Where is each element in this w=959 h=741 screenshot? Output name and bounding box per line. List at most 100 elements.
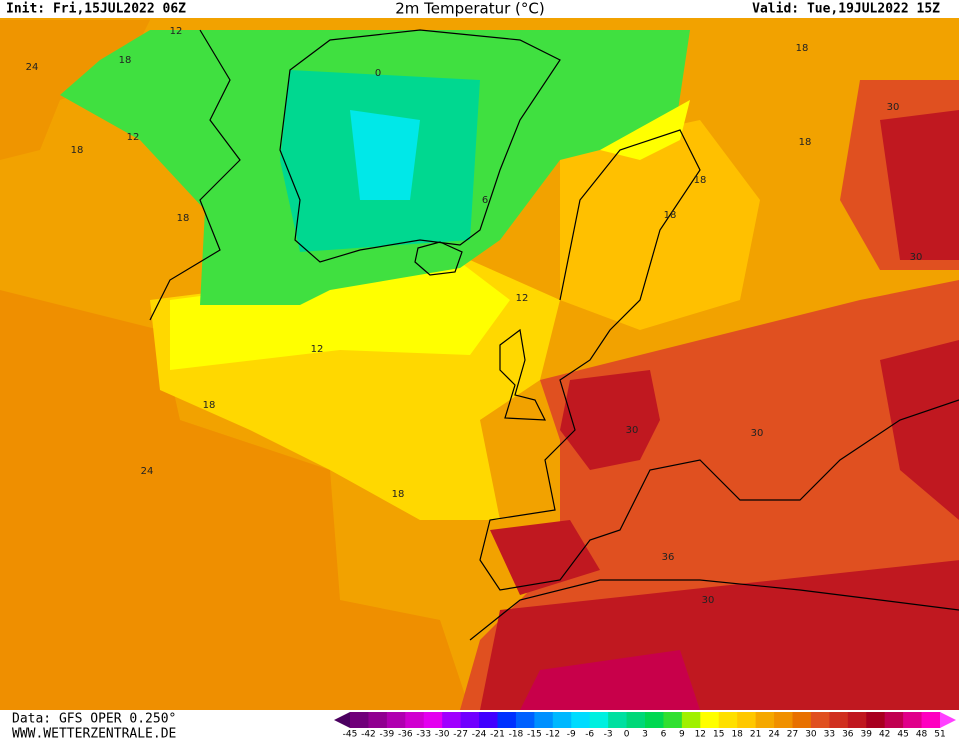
contour-label: 30 [887,102,900,113]
contour-label: 12 [127,132,140,143]
legend-swatch [792,712,812,728]
field-warm [0,290,470,710]
legend-label: -24 [472,730,487,740]
legend-swatch [700,712,720,728]
legend-label: -15 [527,730,542,740]
legend-swatch [552,712,572,728]
legend-swatch [626,712,646,728]
legend-label: 48 [916,730,928,740]
contour-labels: 12 24 18 18 12 18 0 6 18 18 30 18 18 30 12 12 18 24 18 30 30… [26,26,923,606]
data-source: Data: GFS OPER 0.250° [12,712,176,727]
legend-label: -18 [509,730,524,740]
contour-label: 18 [799,137,812,148]
legend-label: 9 [679,730,685,740]
legend-label: 15 [713,730,724,740]
legend-swatch [884,712,904,728]
legend-swatch [681,712,701,728]
contour-label: 0 [375,68,381,79]
legend-swatch [829,712,849,728]
legend-label: 27 [787,730,798,740]
field-very-hot [490,520,600,595]
legend-swatch [663,712,683,728]
contour-label: 18 [177,213,190,224]
contour-label: 24 [141,466,154,477]
legend-swatch [903,712,923,728]
contour-label: 6 [482,195,488,206]
legend-arrow [940,712,956,728]
contour-label: 18 [203,400,216,411]
field-mild [560,120,760,330]
contour-label: 30 [702,595,715,606]
contour-label: 30 [626,425,639,436]
legend-label: 24 [768,730,780,740]
contour-label: 30 [910,252,923,263]
init-time: Init: Fri,15JUL2022 06Z [6,2,186,17]
legend-label: -27 [453,730,468,740]
legend-label: -12 [545,730,560,740]
legend-swatch [866,712,886,728]
legend-label: 0 [624,730,630,740]
legend-label: 42 [879,730,890,740]
contour-label: 36 [662,552,675,563]
contour-label: 18 [119,55,132,66]
legend-label: -39 [380,730,395,740]
field-cool [600,100,690,160]
contour-label: 18 [796,43,809,54]
map-area [0,18,959,710]
field-very-hot [880,340,959,520]
legend-label: 36 [842,730,854,740]
legend-label: 33 [824,730,835,740]
legend-label: 6 [661,730,667,740]
contour-label: 12 [170,26,183,37]
coastline [469,579,959,641]
legend-label: 3 [642,730,648,740]
contour-label: 18 [664,210,677,221]
legend-swatch [608,712,628,728]
legend-swatch [774,712,793,728]
legend-swatch [755,712,775,728]
contour-label: 24 [26,62,39,73]
legend-swatch [534,712,554,728]
legend-label: -21 [490,730,505,740]
contour-label: 18 [71,145,84,156]
website: WWW.WETTERZENTRALE.DE [12,727,176,741]
field-ice-core [350,110,420,200]
field-very-hot [880,110,959,260]
legend-swatch [810,712,830,728]
map-title: 2m Temperatur (°C) [395,0,545,18]
legend-label: -33 [416,730,431,740]
legend-swatch [386,712,406,728]
legend-label: 30 [805,730,817,740]
contour-label: 18 [694,175,707,186]
legend-arrow [334,712,350,728]
legend-label: -6 [585,730,594,740]
legend-label: 51 [934,730,945,740]
legend-label: 45 [897,730,908,740]
legend-label: -9 [567,730,576,740]
contour-label: 18 [392,489,405,500]
legend-label: -36 [398,730,413,740]
legend-swatch [442,712,462,728]
legend-swatch [515,712,535,728]
legend-swatch [405,712,425,728]
legend-swatch [737,712,757,728]
legend-swatch [368,712,388,728]
legend-label: -45 [343,730,358,740]
legend-label: -30 [435,730,450,740]
legend-swatch [479,712,498,728]
legend-swatch [847,712,867,728]
legend-swatch [589,712,609,728]
legend-swatch [423,712,443,728]
coastline [414,241,463,276]
coastline [279,29,561,263]
legend-label: -42 [361,730,376,740]
field-extreme [520,650,700,710]
legend-label: 18 [731,730,743,740]
legend-label: 39 [861,730,873,740]
contour-label: 30 [751,428,764,439]
contour-label: 12 [516,293,529,304]
color-legend: -45 -42 -39 -36 -33 -30 -27 -24 -21 -18 -15 -12 -9 -6… [334,712,956,740]
legend-swatch [718,712,738,728]
